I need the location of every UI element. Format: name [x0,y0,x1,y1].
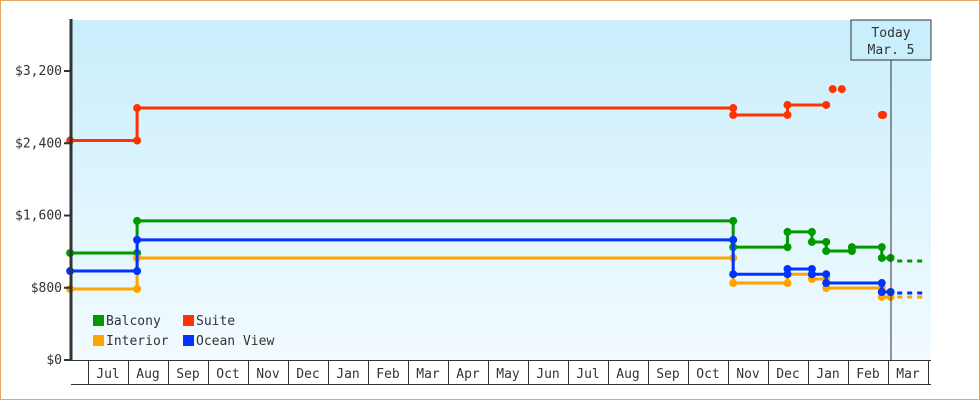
y-tick-label: $3,200 [15,64,62,79]
x-tick-label: Sep [656,367,680,382]
data-point[interactable] [783,100,792,109]
x-tick-label: Jan [816,367,839,382]
x-tick-label: Oct [216,367,239,382]
y-tick-label: $0 [46,353,62,368]
x-tick-label: May [496,367,520,382]
series-line [70,219,891,260]
data-point[interactable] [822,237,831,246]
legend-item[interactable]: Suite [183,314,235,329]
x-tick-label: Mar [896,367,920,382]
legend-item[interactable]: Interior [93,334,169,349]
x-tick-label: Jul [576,367,599,382]
legend-label: Interior [106,334,169,349]
data-point[interactable] [133,267,142,276]
x-tick-label: Nov [256,367,280,382]
x-tick-label: Sep [176,367,200,382]
legend-swatch [93,335,104,346]
plot-area [71,20,931,360]
legend-swatch [183,315,194,326]
data-point[interactable] [828,85,837,94]
x-tick-label: Jul [96,367,119,382]
data-point[interactable] [133,285,142,294]
data-point[interactable] [877,253,886,262]
legend-swatch [93,315,104,326]
legend-swatch [183,335,194,346]
x-tick-label: Nov [736,367,760,382]
today-date: Mar. 5 [868,43,915,58]
data-point[interactable] [879,110,888,119]
data-point[interactable] [783,227,792,236]
data-point[interactable] [847,243,856,252]
data-point[interactable] [807,227,816,236]
x-tick-label: Oct [696,367,719,382]
data-point[interactable] [783,243,792,252]
legend-label: Ocean View [196,334,274,349]
data-point[interactable] [729,279,738,288]
legend-label: Suite [196,314,235,329]
data-point[interactable] [783,264,792,273]
x-tick-label: Feb [856,367,880,382]
x-tick-label: Feb [376,367,400,382]
data-point[interactable] [822,279,831,288]
data-point[interactable] [729,104,738,113]
y-tick-label: $1,600 [15,209,62,224]
x-tick-label: Jun [536,367,559,382]
legend: Balcony Suite Interior Ocean View [93,314,274,349]
series-line [70,238,891,294]
data-point[interactable] [822,270,831,279]
data-point[interactable] [729,235,738,244]
data-point[interactable] [822,246,831,255]
today-marker: Today Mar. 5 [850,19,932,360]
data-point[interactable] [729,270,738,279]
x-tick-label: Dec [776,367,799,382]
data-point[interactable] [133,136,142,145]
y-tick-label: $2,400 [15,136,62,151]
legend-item[interactable]: Ocean View [183,334,274,349]
series-line [70,256,891,299]
today-box [850,19,932,61]
data-point[interactable] [877,243,886,252]
x-tick-label: Dec [296,367,319,382]
legend-item[interactable]: Balcony [93,314,161,329]
x-tick-label: Mar [416,367,440,382]
data-point[interactable] [877,287,886,296]
y-tick-label: $800 [31,281,62,296]
data-point[interactable] [807,270,816,279]
x-tick-label: Aug [136,367,159,382]
data-point[interactable] [783,110,792,119]
data-point[interactable] [822,100,831,109]
data-point[interactable] [837,85,846,94]
data-point[interactable] [877,279,886,288]
data-point[interactable] [807,237,816,246]
data-point[interactable] [783,279,792,288]
data-point[interactable] [133,104,142,113]
today-label: Today [871,26,910,41]
data-point[interactable] [133,216,142,225]
x-tick-label: Aug [616,367,639,382]
data-point[interactable] [729,110,738,119]
series-balcony [66,216,926,263]
data-point[interactable] [133,235,142,244]
legend-label: Balcony [106,314,161,329]
x-tick-label: Jan [336,367,359,382]
x-tick-label: Apr [456,367,480,382]
data-point[interactable] [729,216,738,225]
